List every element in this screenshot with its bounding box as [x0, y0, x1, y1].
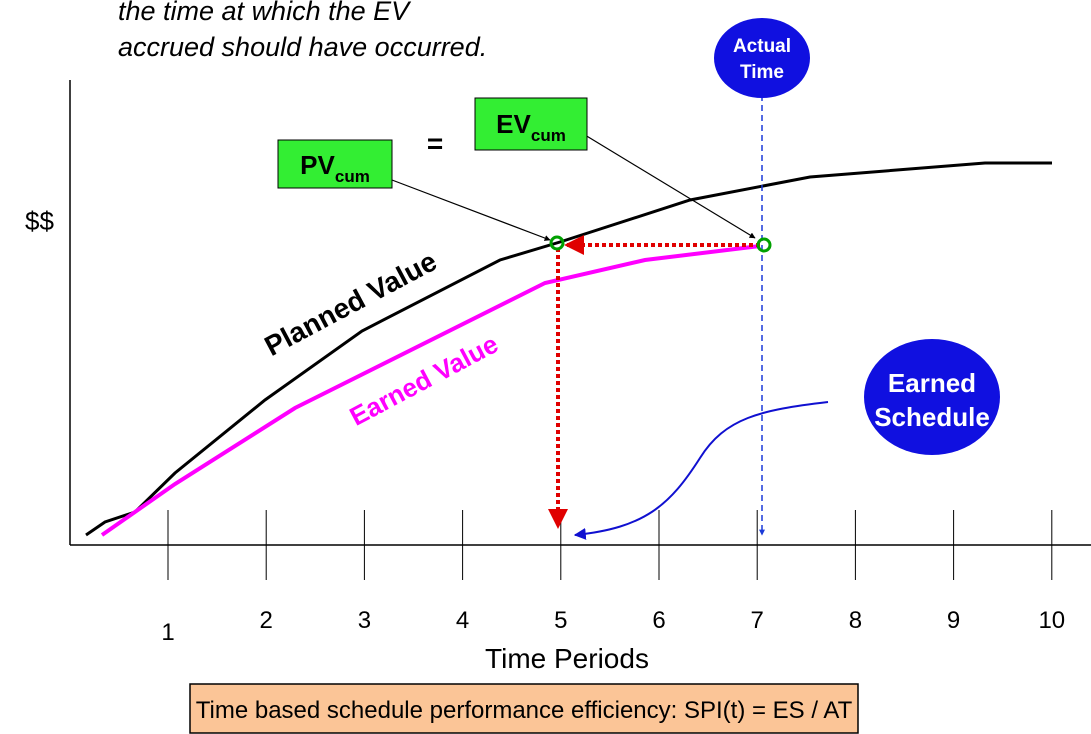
tick-label: 10 — [1038, 607, 1065, 634]
earned-schedule-arrow — [573, 401, 829, 540]
earned-schedule-bubble — [864, 339, 1000, 455]
ev-box — [474, 97, 588, 151]
ev-main: EV — [496, 109, 531, 139]
ticks: 1 2 3 4 5 6 7 8 9 10 — [161, 510, 1065, 646]
actual-time-bubble — [714, 18, 810, 98]
earned-schedule-text: Schedule — [874, 402, 990, 432]
earned-value-curve — [100, 244, 761, 537]
tick-label: 2 — [260, 607, 273, 634]
earned-schedule-text: Earned — [888, 368, 976, 398]
tick-label: 1 — [161, 619, 174, 646]
equals: = — [427, 128, 443, 159]
x-axis-label: Time Periods — [485, 643, 649, 674]
pv-connector — [391, 179, 551, 241]
header-line: the time at which the EV — [118, 0, 412, 26]
ev-connector — [584, 134, 756, 239]
pv-label: PVcum — [300, 150, 370, 186]
ev-label: EVcum — [496, 109, 566, 145]
tick-label: 3 — [358, 607, 371, 634]
formula: Time based schedule performance efficien… — [196, 697, 853, 724]
pv-sub: cum — [335, 167, 370, 186]
y-axis-label: $$ — [25, 206, 54, 236]
ev-sub: cum — [531, 126, 566, 145]
tick-label: 7 — [751, 607, 764, 634]
actual-time-text: Actual — [733, 36, 791, 57]
header-line: accrued should have occurred. — [118, 32, 487, 62]
tick-label: 4 — [456, 607, 469, 634]
actual-time-text: Time — [740, 62, 784, 83]
pv-main: PV — [300, 150, 335, 180]
formula-box — [189, 683, 859, 734]
ev-point — [756, 237, 772, 253]
tick-label: 6 — [652, 607, 665, 634]
pv-box — [277, 139, 393, 189]
tick-label: 5 — [554, 607, 567, 634]
pv-point — [549, 235, 565, 251]
tick-label: 8 — [849, 607, 862, 634]
tick-label: 9 — [947, 607, 960, 634]
